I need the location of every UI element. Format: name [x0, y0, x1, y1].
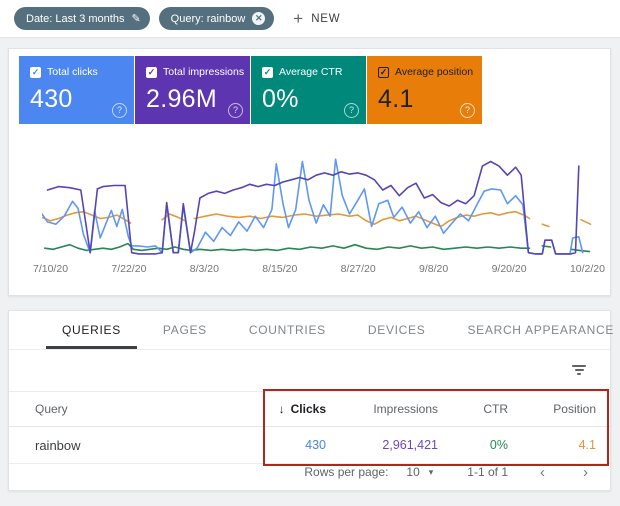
filter-rows-icon[interactable]: [572, 365, 586, 377]
x-tick-label: 10/2/20: [569, 263, 605, 275]
series-average-position: [580, 218, 592, 225]
series-total-impressions: [46, 160, 580, 255]
header-query: Query: [35, 402, 68, 416]
page-range: 1-1 of 1: [467, 465, 508, 479]
filter-bar: Date: Last 3 months ✎ Query: rainbow ✕ +…: [0, 0, 620, 38]
header-ctr[interactable]: CTR: [483, 402, 508, 416]
tab-devices[interactable]: DEVICES: [367, 323, 426, 337]
x-tick-label: 8/15/20: [262, 263, 298, 275]
help-icon[interactable]: ?: [228, 103, 243, 118]
pagination-bar: Rows per page: 10 ▾ 1-1 of 1 ‹ ›: [9, 459, 610, 485]
average-ctr-label: Average CTR: [279, 66, 343, 78]
average-position-card[interactable]: ✓ Average position 4.1 ?: [367, 56, 482, 124]
series-average-position: [193, 210, 531, 228]
performance-chart-svg: [42, 158, 592, 255]
remove-filter-icon[interactable]: ✕: [252, 12, 266, 25]
checkbox-icon[interactable]: ✓: [30, 66, 41, 78]
x-tick-label: 9/20/20: [491, 263, 527, 275]
help-icon[interactable]: ?: [344, 103, 359, 118]
header-clicks[interactable]: ↓ Clicks: [278, 402, 326, 416]
performance-chart: [42, 141, 596, 255]
x-tick-label: 8/3/20: [189, 263, 219, 275]
previous-page-button[interactable]: ‹: [540, 463, 545, 481]
total-impressions-card[interactable]: ✓ Total impressions 2.96M ?: [135, 56, 250, 124]
next-page-button[interactable]: ›: [583, 463, 588, 481]
metric-cards: ✓ Total clicks 430 ? ✓ Total impressions…: [19, 56, 482, 124]
x-tick-label: 7/22/20: [111, 263, 147, 275]
checkbox-icon[interactable]: ✓: [378, 66, 389, 78]
help-icon[interactable]: ?: [112, 103, 127, 118]
average-ctr-value: 0%: [262, 85, 299, 113]
tab-search-appearance[interactable]: SEARCH APPEARANCE: [467, 323, 615, 337]
plus-icon: +: [293, 9, 304, 28]
dimension-tabs: QUERIES PAGES COUNTRIES DEVICES SEARCH A…: [9, 311, 613, 350]
row-impressions-value: 2,961,421: [382, 438, 438, 452]
total-impressions-value: 2.96M: [146, 85, 217, 113]
x-tick-label: 9/8/20: [419, 263, 449, 275]
x-tick-label: 8/27/20: [340, 263, 376, 275]
average-ctr-card[interactable]: ✓ Average CTR 0% ?: [251, 56, 366, 124]
series-average-ctr: [570, 248, 591, 253]
total-clicks-label: Total clicks: [47, 66, 98, 78]
date-filter-label: Date: Last 3 months: [26, 12, 125, 25]
tab-countries[interactable]: COUNTRIES: [248, 323, 326, 337]
header-impressions[interactable]: Impressions: [373, 402, 438, 416]
new-filter-button[interactable]: + NEW: [293, 10, 340, 27]
checkbox-icon[interactable]: ✓: [262, 66, 273, 78]
rows-per-page-value: 10: [406, 465, 420, 479]
row-ctr-value: 0%: [489, 438, 508, 452]
series-average-ctr: [43, 242, 531, 252]
row-clicks-value: 430: [305, 438, 326, 452]
average-position-value: 4.1: [378, 85, 414, 113]
table-row[interactable]: rainbow 430 2,961,421 0% 4.1: [9, 427, 610, 464]
tab-queries[interactable]: QUERIES: [41, 311, 142, 349]
date-filter-chip[interactable]: Date: Last 3 months ✎: [14, 7, 150, 30]
new-filter-label: NEW: [311, 12, 341, 25]
edit-icon[interactable]: ✎: [131, 13, 141, 25]
help-icon[interactable]: ?: [460, 103, 475, 118]
dropdown-caret-icon: ▾: [428, 466, 434, 477]
header-position[interactable]: Position: [553, 402, 596, 416]
chart-x-axis: 7/10/20 7/22/20 8/3/20 8/15/20 8/27/20 9/8/20…: [33, 263, 605, 275]
total-clicks-card[interactable]: ✓ Total clicks 430 ?: [19, 56, 134, 124]
average-position-label: Average position: [395, 66, 474, 78]
rows-per-page-label: Rows per page:: [304, 465, 389, 479]
table-header-row: Query ↓ Clicks Impressions CTR Position: [9, 391, 610, 427]
rows-per-page-select[interactable]: 10 ▾: [406, 465, 433, 479]
x-tick-label: 7/10/20: [33, 263, 69, 275]
checkbox-icon[interactable]: ✓: [146, 66, 157, 78]
performance-panel: ✓ Total clicks 430 ? ✓ Total impressions…: [8, 48, 611, 296]
query-filter-label: Query: rainbow: [170, 12, 246, 25]
total-clicks-value: 430: [30, 85, 73, 113]
tab-pages[interactable]: PAGES: [162, 323, 207, 337]
table-toolbar: [9, 350, 610, 391]
row-position-value: 4.1: [578, 438, 596, 452]
query-filter-chip[interactable]: Query: rainbow ✕: [158, 7, 275, 30]
row-query-value[interactable]: rainbow: [35, 437, 81, 453]
series-average-position: [541, 223, 550, 228]
sort-desc-icon: ↓: [278, 402, 285, 416]
dimensions-panel: QUERIES PAGES COUNTRIES DEVICES SEARCH A…: [8, 310, 613, 491]
series-total-clicks: [42, 158, 584, 255]
total-impressions-label: Total impressions: [163, 66, 245, 78]
series-average-position: [42, 210, 132, 224]
